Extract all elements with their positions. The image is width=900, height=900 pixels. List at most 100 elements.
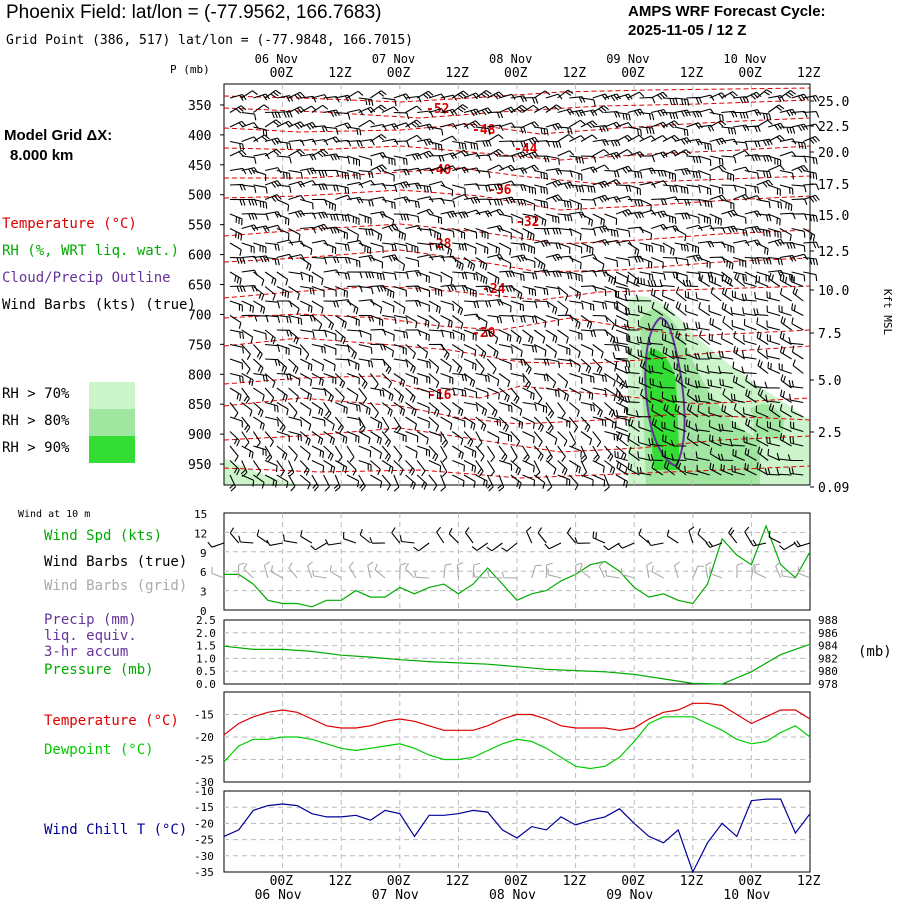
wind-barb [803, 256, 819, 266]
wind-barb [661, 391, 675, 404]
legend-temperature: Temperature (°C) [2, 216, 137, 232]
wind-barb [580, 253, 598, 261]
wind-barb [323, 387, 334, 403]
wind-barb [264, 137, 282, 146]
wind-barb [756, 169, 772, 178]
wind-barb [533, 445, 544, 462]
wind-barb [241, 212, 258, 220]
wind-barb [346, 416, 362, 426]
forecast-cycle: AMPS WRF Forecast Cycle: 2025-11-05 / 12… [628, 2, 826, 40]
wind-barb [732, 256, 747, 268]
wind-barb [797, 566, 811, 579]
wind-barb [732, 184, 747, 195]
wind-barb [637, 320, 652, 331]
wind-barb [545, 270, 562, 278]
wind-barb [463, 209, 481, 216]
wind-barb [580, 109, 598, 117]
wind-barb [674, 126, 689, 137]
pressure-tick-label: 950 [188, 458, 211, 473]
wind-barb [733, 96, 750, 104]
wind-barb [370, 285, 387, 293]
wind-barb [475, 242, 489, 255]
wind-barb [779, 228, 792, 242]
wind-barb [776, 468, 792, 476]
pressure-tick-label: 984 [818, 640, 838, 653]
wind-barb [252, 344, 263, 360]
wind-barb [788, 467, 804, 476]
wind-barb [475, 416, 487, 432]
wind-barb [569, 184, 585, 193]
wind-barb [393, 242, 408, 252]
wind-barb [639, 96, 656, 104]
wind-barb [755, 275, 769, 288]
wind-barb [276, 358, 288, 374]
wind-barb [580, 474, 594, 487]
wind-barb [440, 329, 455, 340]
pressure-tick-label: 700 [188, 308, 211, 323]
wind-barb [624, 366, 640, 375]
wind-barb [334, 329, 346, 345]
wind-barb [323, 126, 339, 135]
wind-barb [709, 111, 724, 122]
wind-barb [475, 169, 491, 179]
wind-barb [335, 285, 348, 298]
wind-barb [416, 344, 429, 359]
wind-barb [487, 271, 500, 285]
wind-barb [464, 527, 474, 544]
date-label-bottom: 10 Nov [723, 888, 770, 900]
wind-barb [238, 562, 245, 579]
wind-barb [721, 184, 737, 192]
wind-barb [741, 293, 757, 302]
wind-barb [463, 313, 481, 321]
wind-barb [229, 285, 246, 293]
wind-barb [742, 407, 757, 418]
wind-barb [335, 169, 350, 180]
wind-barb [721, 302, 734, 316]
wind-barb [463, 401, 479, 412]
wind-barb [428, 459, 442, 473]
wind-barb [393, 228, 407, 241]
wind-barb [637, 277, 652, 288]
wind-barb [475, 89, 492, 99]
wind-barb [487, 134, 504, 142]
wind-barb [744, 184, 760, 194]
wind-barb [463, 92, 481, 100]
wind-barb [300, 167, 317, 175]
legend-rh70-swatch [89, 382, 135, 409]
wind-barb [686, 110, 703, 118]
wind-barb [708, 406, 722, 418]
pressure-axis-label: P (mb) [170, 63, 210, 76]
wind-barb [370, 151, 387, 159]
wind-barb [463, 358, 477, 371]
grid-point-label: Grid Point (386, 517) lat/lon = (-77.984… [6, 33, 413, 48]
wind-barb [604, 227, 619, 238]
wind-barb [264, 286, 276, 301]
wind-barb [694, 394, 710, 404]
wind-barb [569, 286, 582, 300]
wind-barb [265, 242, 280, 251]
wind-barb [604, 460, 616, 475]
time-tick-top: 00Z [621, 66, 645, 81]
wind-barb [428, 416, 440, 432]
wind-barb [510, 151, 528, 160]
wind-barb [475, 358, 485, 375]
wind-barb [510, 372, 525, 383]
wind-barb [405, 430, 419, 443]
wind-barb [510, 126, 527, 134]
wind-barb [229, 315, 242, 329]
date-label-top: 10 Nov [723, 52, 766, 66]
time-tick-bottom: 00Z [504, 874, 528, 889]
wind-barb [545, 314, 559, 326]
wind-barb [732, 166, 750, 173]
wind-barb [358, 329, 372, 341]
wind-barb [779, 331, 792, 345]
wind-barb [533, 257, 546, 271]
wind-barb [358, 242, 372, 255]
wind-barb [416, 315, 430, 328]
wind-barb [675, 460, 687, 476]
temperature-contour [223, 223, 811, 245]
wind-barb [545, 140, 562, 148]
wind-barb [662, 97, 679, 105]
wind-barb [616, 374, 629, 389]
wind-barb [730, 306, 745, 317]
